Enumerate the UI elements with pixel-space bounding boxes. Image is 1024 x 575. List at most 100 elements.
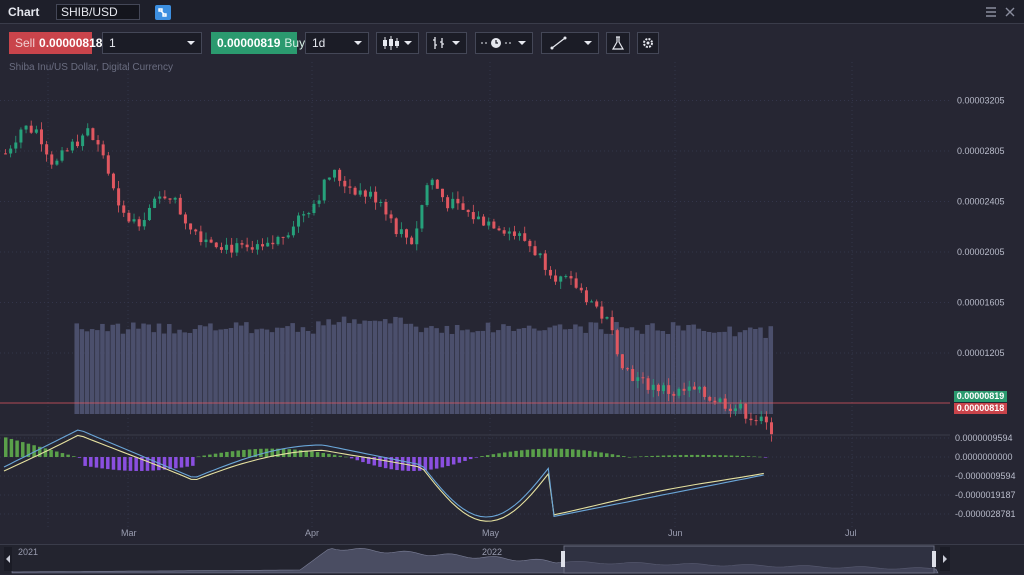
macd-bar: [185, 457, 189, 467]
volume-bar: [233, 322, 239, 414]
candle: [106, 155, 110, 174]
grid-lines: [0, 62, 950, 527]
macd-tick-label: -0.0000019187: [955, 490, 1016, 500]
volume-bar: [506, 325, 511, 414]
macd-bar: [361, 457, 365, 463]
chart-toolbar: Sell 0.00000818 1 0.00000819 Buy 1d: [0, 24, 1024, 62]
candle: [759, 416, 763, 422]
drawing-tools-button[interactable]: [541, 32, 599, 54]
candle: [45, 144, 49, 155]
symbol-input[interactable]: SHIB/USD: [56, 4, 140, 20]
volume-bar: [532, 328, 537, 414]
volume-bar: [79, 329, 85, 414]
signal-line: [3, 434, 764, 522]
candle: [662, 385, 666, 392]
candle: [338, 169, 342, 181]
candle: [636, 377, 640, 381]
candle: [132, 219, 136, 222]
macd-bar: [270, 448, 274, 457]
macd-bar: [695, 454, 700, 457]
volume-bar: [511, 330, 516, 414]
macd-bar: [497, 453, 501, 457]
volume-bar: [490, 332, 496, 414]
sell-button[interactable]: Sell 0.00000818: [9, 32, 102, 54]
candle: [512, 231, 516, 236]
volume-bar: [146, 324, 151, 414]
candle: [667, 385, 671, 394]
volume-bar: [310, 333, 316, 414]
timeframe-select[interactable]: 1d: [305, 32, 369, 54]
settings-button[interactable]: [637, 32, 659, 54]
link-icon[interactable]: [155, 5, 171, 20]
buy-button[interactable]: 0.00000819 Buy: [211, 32, 305, 54]
candle: [595, 301, 599, 307]
volume-bar: [274, 327, 280, 414]
candle: [219, 247, 223, 250]
macd-bar: [304, 450, 309, 457]
candle: [739, 403, 743, 409]
time-navigator[interactable]: 2021 2022: [0, 544, 1024, 574]
navigator-left-handle[interactable]: [561, 551, 565, 567]
macd-histogram: [4, 437, 768, 471]
volume-bar: [136, 328, 141, 414]
volume-bar: [475, 331, 481, 414]
navigator-window[interactable]: [563, 545, 935, 574]
price-chart[interactable]: 0.00003205 0.00002805 0.00002405 0.00002005…: [0, 62, 1024, 544]
chart-type-button[interactable]: [376, 32, 419, 54]
quantity-select[interactable]: 1: [102, 32, 202, 54]
volume-bar: [496, 330, 501, 414]
time-button[interactable]: [475, 32, 533, 54]
volume-bar: [624, 328, 630, 414]
volume-bar: [727, 326, 732, 414]
candle: [199, 231, 203, 243]
candle: [307, 213, 311, 215]
candle: [153, 198, 157, 208]
volume-bar: [588, 322, 594, 414]
macd-line: [3, 429, 764, 518]
studies-button[interactable]: [606, 32, 630, 54]
buy-price: 0.00000819: [217, 36, 281, 50]
candle: [564, 276, 568, 278]
candle: [487, 221, 491, 226]
candles-icon: [383, 36, 399, 50]
volume-bar: [95, 330, 100, 414]
macd-bar: [378, 457, 382, 467]
volume-bar: [670, 322, 676, 414]
macd-bar: [344, 456, 348, 458]
volume-bar: [439, 332, 445, 414]
macd-bar: [718, 455, 722, 457]
indicators-button[interactable]: [426, 32, 467, 54]
navigator-year-label: 2021: [18, 547, 38, 557]
chevron-left-icon: [6, 555, 10, 563]
candle: [194, 229, 198, 232]
candle: [168, 198, 172, 200]
macd-bar: [60, 453, 65, 457]
chevron-down-icon: [404, 41, 412, 45]
macd-bar: [519, 450, 524, 457]
macd-bar: [553, 448, 558, 457]
macd-bar: [656, 455, 660, 457]
candle: [158, 196, 162, 199]
volume-bar: [737, 332, 743, 414]
candle: [281, 236, 285, 238]
volume-bar: [598, 329, 604, 414]
navigator-right-handle[interactable]: [932, 551, 936, 567]
macd-bar: [707, 454, 711, 457]
volume-bar: [583, 332, 588, 414]
buy-label: Buy: [284, 36, 306, 50]
macd-bar: [434, 457, 439, 469]
macd-tick-label: 0.0000000000: [955, 452, 1013, 462]
navigator-year-label: 2022: [482, 547, 502, 557]
trendline-icon: [550, 36, 567, 50]
candle: [4, 153, 7, 155]
close-icon[interactable]: [1003, 5, 1017, 19]
macd-bar: [690, 454, 694, 457]
candle: [14, 142, 18, 149]
menu-icon[interactable]: [984, 5, 998, 19]
candle: [425, 185, 429, 206]
volume-bar: [717, 332, 722, 414]
macd-bar: [582, 450, 586, 457]
candle: [55, 160, 59, 165]
macd-bar: [735, 455, 739, 457]
macd-bar: [712, 455, 717, 457]
